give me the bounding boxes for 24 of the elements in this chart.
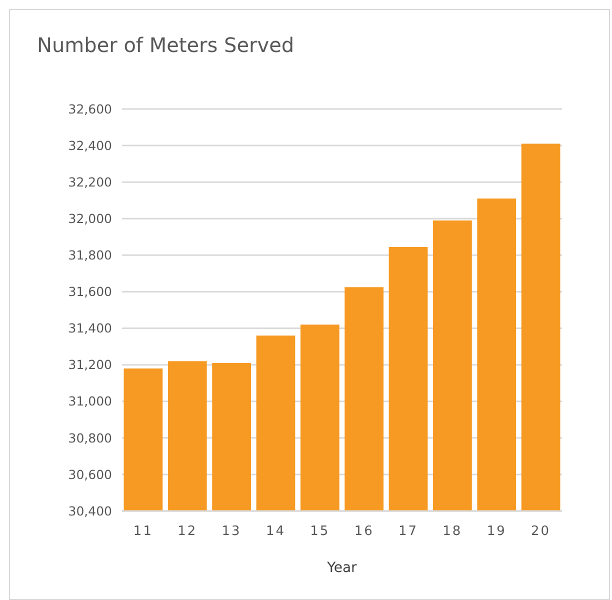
y-tick-label: 31,400 bbox=[68, 320, 112, 336]
y-tick-label: 31,600 bbox=[68, 284, 112, 300]
chart-title: Number of Meters Served bbox=[37, 33, 294, 57]
x-tick-label: 13 bbox=[222, 524, 242, 539]
x-tick-label: 14 bbox=[266, 524, 286, 539]
y-tick-label: 30,800 bbox=[68, 430, 112, 446]
y-tick-label: 32,600 bbox=[68, 101, 112, 116]
y-tick-label: 30,600 bbox=[68, 466, 112, 482]
y-tick-label: 31,200 bbox=[68, 357, 112, 372]
x-tick-label: 16 bbox=[354, 524, 374, 539]
x-tick-label: 20 bbox=[531, 524, 551, 539]
y-tick-label: 31,000 bbox=[68, 394, 112, 409]
y-tick-label: 32,400 bbox=[68, 138, 112, 153]
y-tick-label: 32,200 bbox=[68, 174, 112, 190]
x-tick-label: 15 bbox=[310, 524, 330, 539]
x-tick-label: 18 bbox=[442, 524, 462, 539]
x-axis-title: Year bbox=[326, 560, 358, 576]
x-tick-label: 17 bbox=[398, 524, 418, 539]
x-tick-label: 11 bbox=[133, 524, 153, 539]
y-tick-label: 30,400 bbox=[68, 503, 112, 518]
y-tick-label: 32,000 bbox=[68, 211, 112, 226]
x-tick-label: 12 bbox=[178, 524, 198, 539]
y-tick-label: 31,800 bbox=[68, 248, 112, 263]
x-tick-label: 19 bbox=[486, 524, 506, 539]
